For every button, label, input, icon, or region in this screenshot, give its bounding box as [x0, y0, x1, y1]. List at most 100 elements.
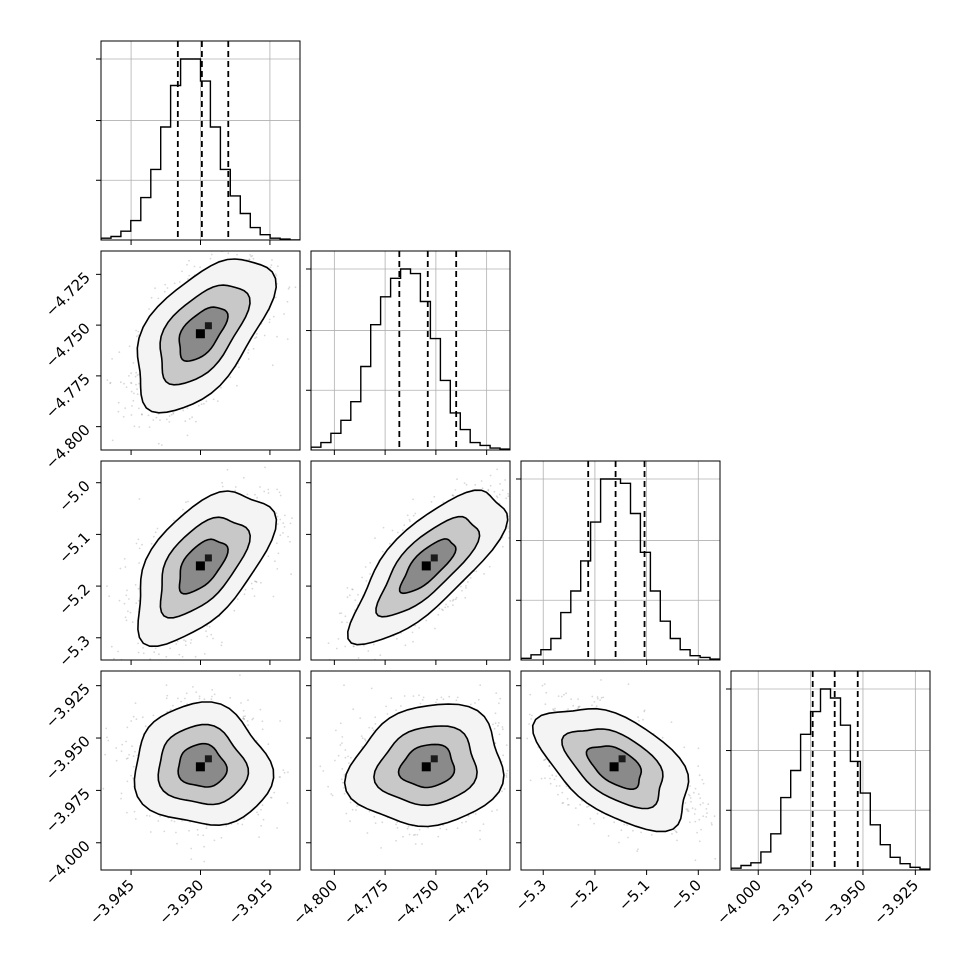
scatter-point [279, 720, 281, 722]
scatter-point [351, 588, 354, 591]
scatter-point [135, 542, 138, 545]
scatter-point [276, 488, 278, 491]
scatter-point [248, 258, 251, 261]
scatter-point [540, 521, 542, 523]
scatter-point [236, 253, 238, 256]
scatter-point [488, 565, 491, 568]
scatter-point [404, 644, 407, 647]
scatter-point [96, 673, 98, 675]
contour-level-1 [398, 538, 457, 595]
scatter-point [134, 584, 137, 586]
scatter-point [184, 697, 186, 700]
scatter-point [130, 382, 132, 384]
scatter-point [513, 469, 515, 471]
scatter-point [200, 403, 203, 406]
density-peak [430, 554, 438, 562]
scatter-point [198, 695, 201, 698]
scatter-point [227, 248, 229, 250]
scatter-point [262, 818, 265, 821]
scatter-point [124, 407, 127, 409]
scatter-point [225, 825, 228, 827]
scatter-point [186, 407, 189, 410]
scatter-point [265, 241, 267, 243]
y-tick-label: −5.0 [55, 477, 93, 515]
scatter-point [149, 831, 152, 833]
scatter-point [271, 364, 274, 367]
scatter-point [168, 673, 170, 675]
scatter-point [137, 642, 140, 645]
scatter-point [256, 333, 258, 335]
scatter-point [418, 627, 420, 629]
scatter-point [258, 836, 260, 838]
scatter-point [176, 640, 179, 643]
scatter-point [282, 532, 284, 534]
scatter-point [150, 296, 153, 299]
scatter-point [178, 281, 181, 283]
scatter-point [164, 283, 167, 286]
density-peak [421, 561, 431, 571]
density-peak [195, 329, 205, 339]
scatter-point [133, 392, 135, 395]
scatter-point [442, 501, 445, 504]
density-peak [204, 322, 212, 330]
scatter-point [125, 619, 128, 622]
scatter-point [208, 625, 211, 628]
scatter-point [246, 493, 249, 496]
scatter-point [425, 619, 428, 622]
scatter-point [124, 616, 127, 619]
scatter-point [172, 411, 175, 414]
scatter-point [221, 641, 223, 644]
contour-level-1 [178, 538, 229, 595]
panel-content [521, 461, 720, 660]
scatter-point [260, 581, 262, 584]
scatter-point [130, 774, 133, 777]
scatter-point [483, 573, 485, 575]
scatter-point [329, 665, 331, 667]
scatter-point [183, 463, 185, 465]
scatter-point [412, 498, 414, 501]
scatter-point [496, 496, 499, 499]
scatter-point [533, 472, 535, 474]
scatter-point [511, 453, 513, 455]
scatter-point [203, 402, 205, 405]
scatter-point [282, 522, 285, 524]
scatter-point [270, 264, 273, 266]
panel-1-0: −4.800−4.775−4.750−4.725 [42, 241, 301, 473]
scatter-point [277, 552, 280, 555]
scatter-point [132, 765, 135, 768]
scatter-point [239, 674, 241, 676]
scatter-point [136, 393, 139, 396]
scatter-point [276, 568, 279, 570]
scatter-point [507, 495, 510, 498]
scatter-point [330, 663, 332, 665]
scatter-point [128, 345, 131, 348]
scatter-point [381, 550, 384, 553]
scatter-point [412, 514, 415, 517]
scatter-point [148, 426, 151, 428]
scatter-point [117, 401, 120, 404]
panel-frame [100, 250, 301, 451]
scatter-point [138, 498, 141, 500]
contour-level-2 [159, 516, 252, 619]
scatter-point [465, 585, 467, 587]
density-peak [204, 554, 212, 562]
scatter-point [495, 495, 498, 498]
scatter-point [365, 580, 368, 582]
scatter-point [142, 652, 145, 655]
scatter-point [111, 439, 114, 442]
scatter-point [242, 715, 245, 718]
scatter-point [348, 594, 351, 597]
scatter-point [153, 664, 155, 666]
scatter-point [243, 593, 246, 596]
scatter-point [125, 740, 127, 743]
y-tick-label: −5.1 [55, 528, 93, 566]
scatter-point [263, 490, 266, 493]
scatter-point [245, 245, 247, 247]
scatter-point [341, 621, 343, 624]
scatter-point [243, 718, 246, 721]
scatter-point [135, 335, 138, 338]
scatter-point [109, 381, 112, 384]
scatter-point [120, 750, 123, 752]
scatter-point [396, 638, 398, 640]
